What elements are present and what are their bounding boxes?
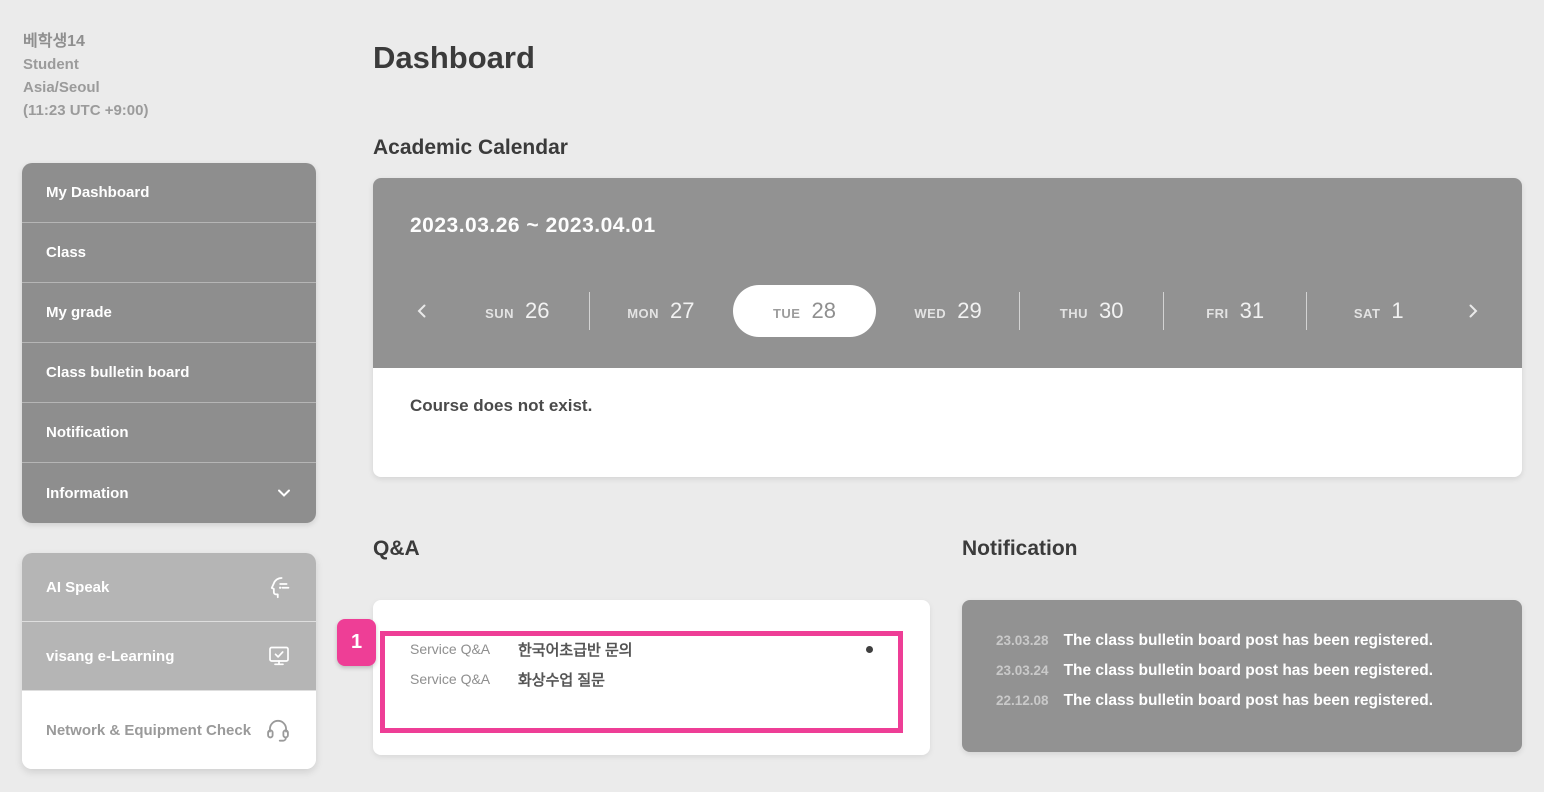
calendar-empty-message: Course does not exist.	[410, 396, 593, 415]
calendar-day-tue[interactable]: TUE 28	[733, 285, 876, 337]
qa-list: Service Q&A 한국어초급반 문의 Service Q&A 화상수업 질…	[410, 634, 873, 694]
notification-message: The class bulletin board post has been r…	[1063, 632, 1434, 649]
user-info: 베학생14 Student Asia/Seoul (11:23 UTC +9:0…	[23, 30, 148, 122]
unread-dot	[866, 645, 873, 653]
calendar-date-range: 2023.03.26 ~ 2023.04.01	[410, 214, 656, 237]
notification-row[interactable]: 23.03.28 The class bulletin board post h…	[996, 632, 1488, 662]
sidebar-tool-label: visang e-Learning	[46, 647, 175, 665]
user-clock: (11:23 UTC +9:00)	[23, 102, 149, 119]
qa-category: Service Q&A	[410, 641, 491, 657]
day-number: 26	[525, 298, 550, 323]
sidebar-tools-nav: AI Speak visang e-Learning Network & Equ…	[22, 553, 316, 769]
annotation-badge-1: 1	[337, 619, 376, 666]
user-role: Student	[23, 56, 79, 73]
day-divider	[588, 292, 590, 330]
day-number: 29	[957, 298, 982, 323]
day-divider	[1019, 292, 1021, 330]
chevron-down-icon	[276, 485, 292, 501]
sidebar-item-notification[interactable]: Notification	[22, 403, 316, 463]
day-of-week-label: WED	[914, 306, 947, 321]
notification-row[interactable]: 23.03.24 The class bulletin board post h…	[996, 662, 1488, 692]
notification-heading: Notification	[962, 537, 1078, 560]
day-divider	[1306, 292, 1308, 330]
sidebar-item-label: Notification	[46, 424, 129, 441]
qa-row[interactable]: Service Q&A 한국어초급반 문의	[410, 634, 873, 664]
user-timezone: Asia/Seoul	[23, 79, 100, 96]
qa-category: Service Q&A	[410, 671, 491, 687]
annotation-highlight-box	[380, 631, 903, 733]
qa-title: 한국어초급반 문의	[518, 641, 633, 659]
day-of-week-label: MON	[627, 306, 660, 321]
sidebar-item-label: My Dashboard	[46, 184, 150, 201]
notification-date: 22.12.08	[996, 693, 1049, 708]
sidebar-main-nav: My Dashboard Class My grade Class bullet…	[22, 163, 316, 523]
day-of-week-label: SUN	[485, 306, 515, 321]
sidebar-tool-network-equipment-check[interactable]: Network & Equipment Check	[22, 691, 316, 769]
page-title: Dashboard	[373, 40, 535, 75]
day-number: 28	[811, 298, 836, 323]
sidebar-tool-label: Network & Equipment Check	[46, 721, 252, 739]
sidebar-item-label: Class	[46, 244, 87, 261]
academic-calendar-card: 2023.03.26 ~ 2023.04.01 SUN 26 MON 27	[373, 178, 1522, 477]
day-number: 30	[1098, 298, 1124, 323]
day-number: 1	[1391, 298, 1404, 323]
sidebar-item-label: My grade	[46, 304, 112, 321]
qa-card: 1 Service Q&A 한국어초급반 문의 Service Q&A 화상수업…	[337, 600, 930, 755]
notification-row[interactable]: 22.12.08 The class bulletin board post h…	[996, 692, 1488, 722]
academic-calendar-heading: Academic Calendar	[373, 136, 568, 159]
qa-title: 화상수업 질문	[518, 671, 605, 689]
notification-date: 23.03.24	[996, 663, 1049, 678]
day-of-week-label: THU	[1059, 306, 1088, 321]
day-number: 27	[670, 298, 695, 323]
sidebar-item-class-bulletin-board[interactable]: Class bulletin board	[22, 343, 316, 403]
sidebar-item-information[interactable]: Information	[22, 463, 316, 523]
speaking-head-icon	[265, 574, 292, 601]
notification-message: The class bulletin board post has been r…	[1063, 692, 1434, 709]
notification-date: 23.03.28	[996, 633, 1049, 648]
day-divider	[1162, 292, 1164, 330]
qa-row[interactable]: Service Q&A 화상수업 질문	[410, 664, 873, 694]
calendar-day-thu[interactable]: THU 30	[1020, 285, 1163, 337]
calendar-day-sun[interactable]: SUN 26	[446, 285, 589, 337]
calendar-next-button[interactable]	[1450, 302, 1496, 320]
day-of-week-label: TUE	[772, 306, 801, 321]
sidebar-item-class[interactable]: Class	[22, 223, 316, 283]
qa-heading: Q&A	[373, 537, 420, 560]
calendar-day-wed[interactable]: WED 29	[877, 285, 1020, 337]
notification-card: 23.03.28 The class bulletin board post h…	[962, 600, 1522, 752]
notification-message: The class bulletin board post has been r…	[1063, 662, 1434, 679]
sidebar-item-my-grade[interactable]: My grade	[22, 283, 316, 343]
day-of-week-label: SAT	[1353, 306, 1381, 321]
calendar-week-row: SUN 26 MON 27 TUE 28	[373, 280, 1522, 342]
calendar-day-strip: SUN 26 MON 27 TUE 28	[445, 285, 1450, 337]
calendar-day-fri[interactable]: FRI 31	[1164, 285, 1307, 337]
calendar-week-header: 2023.03.26 ~ 2023.04.01 SUN 26 MON 27	[373, 178, 1522, 368]
calendar-day-sat[interactable]: SAT 1	[1307, 285, 1450, 337]
day-number: 31	[1239, 298, 1265, 323]
sidebar-item-label: Information	[46, 484, 129, 502]
sidebar-item-my-dashboard[interactable]: My Dashboard	[22, 163, 316, 223]
sidebar-tool-ai-speak[interactable]: AI Speak	[22, 553, 316, 622]
monitor-check-icon	[266, 643, 292, 669]
user-name: 베학생14	[23, 33, 85, 50]
calendar-day-mon[interactable]: MON 27	[590, 285, 733, 337]
calendar-prev-button[interactable]	[399, 302, 445, 320]
sidebar-tool-visang-e-learning[interactable]: visang e-Learning	[22, 622, 316, 691]
day-of-week-label: FRI	[1206, 306, 1229, 321]
headset-icon	[264, 716, 292, 744]
sidebar-tool-label: AI Speak	[46, 578, 110, 596]
calendar-body: Course does not exist.	[373, 368, 1522, 444]
sidebar-item-label: Class bulletin board	[46, 364, 190, 381]
